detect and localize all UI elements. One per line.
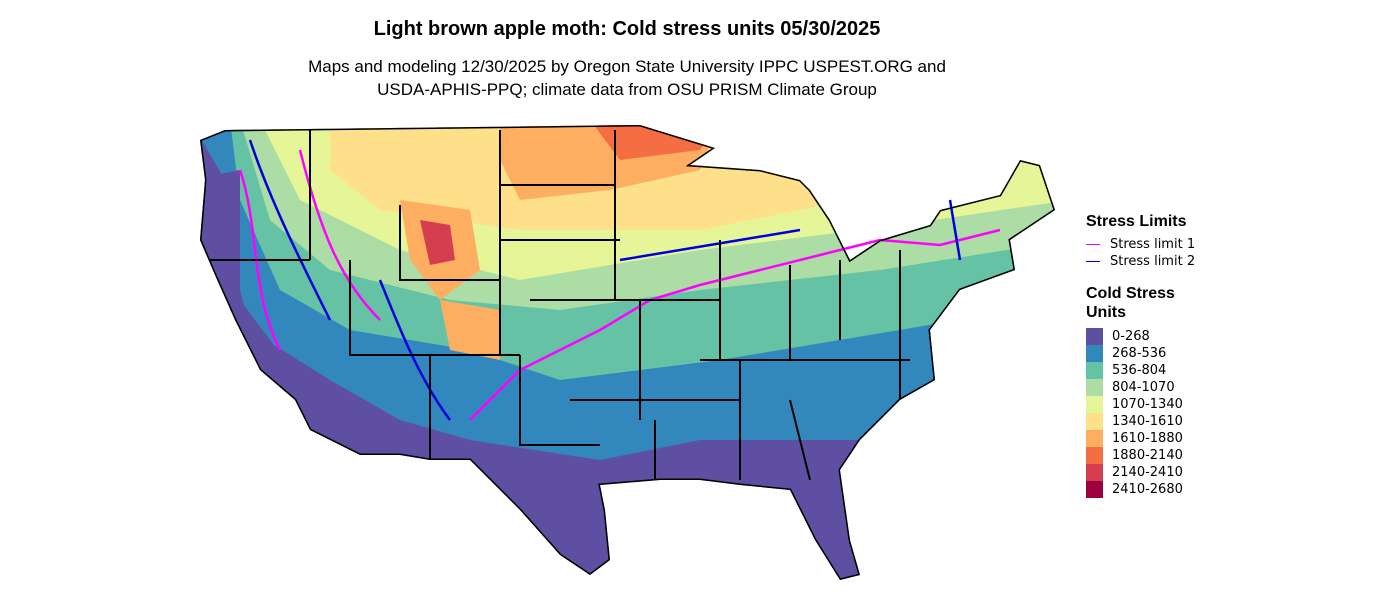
- bin-label: 0-268: [1112, 329, 1150, 344]
- bin-label: 536-804: [1112, 363, 1167, 378]
- legend-stress-limit-2: Stress limit 2: [1086, 253, 1195, 270]
- stress-limit-2-contour: [248, 139, 962, 421]
- title-line: Units: [1086, 304, 1126, 321]
- stress-limits-title: Stress Limits: [1086, 213, 1187, 230]
- bin-label: 1880-2140: [1112, 448, 1183, 463]
- legend-bin: 1340-1610: [1086, 413, 1195, 430]
- blue-line-key: [1086, 261, 1100, 262]
- legend-bin: 1880-2140: [1086, 447, 1195, 464]
- color-swatch: [1086, 447, 1103, 464]
- color-swatch: [1086, 379, 1103, 396]
- bin-label: 1340-1610: [1112, 414, 1183, 429]
- legend-bin: 1070-1340: [1086, 396, 1195, 413]
- legend-bin: 1610-1880: [1086, 430, 1195, 447]
- title-line: Cold Stress: [1086, 285, 1175, 302]
- legend-bins: 0-268 268-536 536-804 804-1070 1070-1340 1340…: [1086, 328, 1195, 498]
- legend-bin: 2140-2410: [1086, 464, 1195, 481]
- map-subtitle: Maps and modeling 12/30/2025 by Oregon S…: [0, 55, 1254, 101]
- cold-stress-raster: [200, 125, 1055, 580]
- cold-stress-units-title: Cold Stress Units: [1086, 284, 1195, 322]
- bin-label: 2140-2410: [1112, 465, 1183, 480]
- bin-label: 268-536: [1112, 346, 1167, 361]
- legend: Stress Limits Stress limit 1 Stress limi…: [1086, 212, 1195, 498]
- legend-bin: 804-1070: [1086, 379, 1195, 396]
- map-title: Light brown apple moth: Cold stress unit…: [373, 18, 881, 40]
- legend-bin: 0-268: [1086, 328, 1195, 345]
- legend-bin: 536-804: [1086, 362, 1195, 379]
- legend-label: Stress limit 2: [1110, 254, 1196, 269]
- legend-label: Stress limit 1: [1110, 237, 1196, 252]
- color-swatch: [1086, 430, 1103, 447]
- bin-label: 2410-2680: [1112, 482, 1183, 497]
- bin-label: 804-1070: [1112, 380, 1175, 395]
- legend-stress-limit-1: Stress limit 1: [1086, 236, 1195, 253]
- color-swatch: [1086, 464, 1103, 481]
- color-swatch: [1086, 481, 1103, 498]
- magenta-line-key: [1086, 244, 1100, 245]
- bin-label: 1070-1340: [1112, 397, 1183, 412]
- color-swatch: [1086, 362, 1103, 379]
- bin-label: 1610-1880: [1112, 431, 1183, 446]
- color-swatch: [1086, 413, 1103, 430]
- subtitle-line-1: Maps and modeling 12/30/2025 by Oregon S…: [308, 57, 946, 76]
- legend-bin: 268-536: [1086, 345, 1195, 362]
- subtitle-line-2: USDA-APHIS-PPQ; climate data from OSU PR…: [377, 80, 877, 99]
- color-swatch: [1086, 328, 1103, 345]
- legend-bin: 2410-2680: [1086, 481, 1195, 498]
- color-swatch: [1086, 345, 1103, 362]
- color-swatch: [1086, 396, 1103, 413]
